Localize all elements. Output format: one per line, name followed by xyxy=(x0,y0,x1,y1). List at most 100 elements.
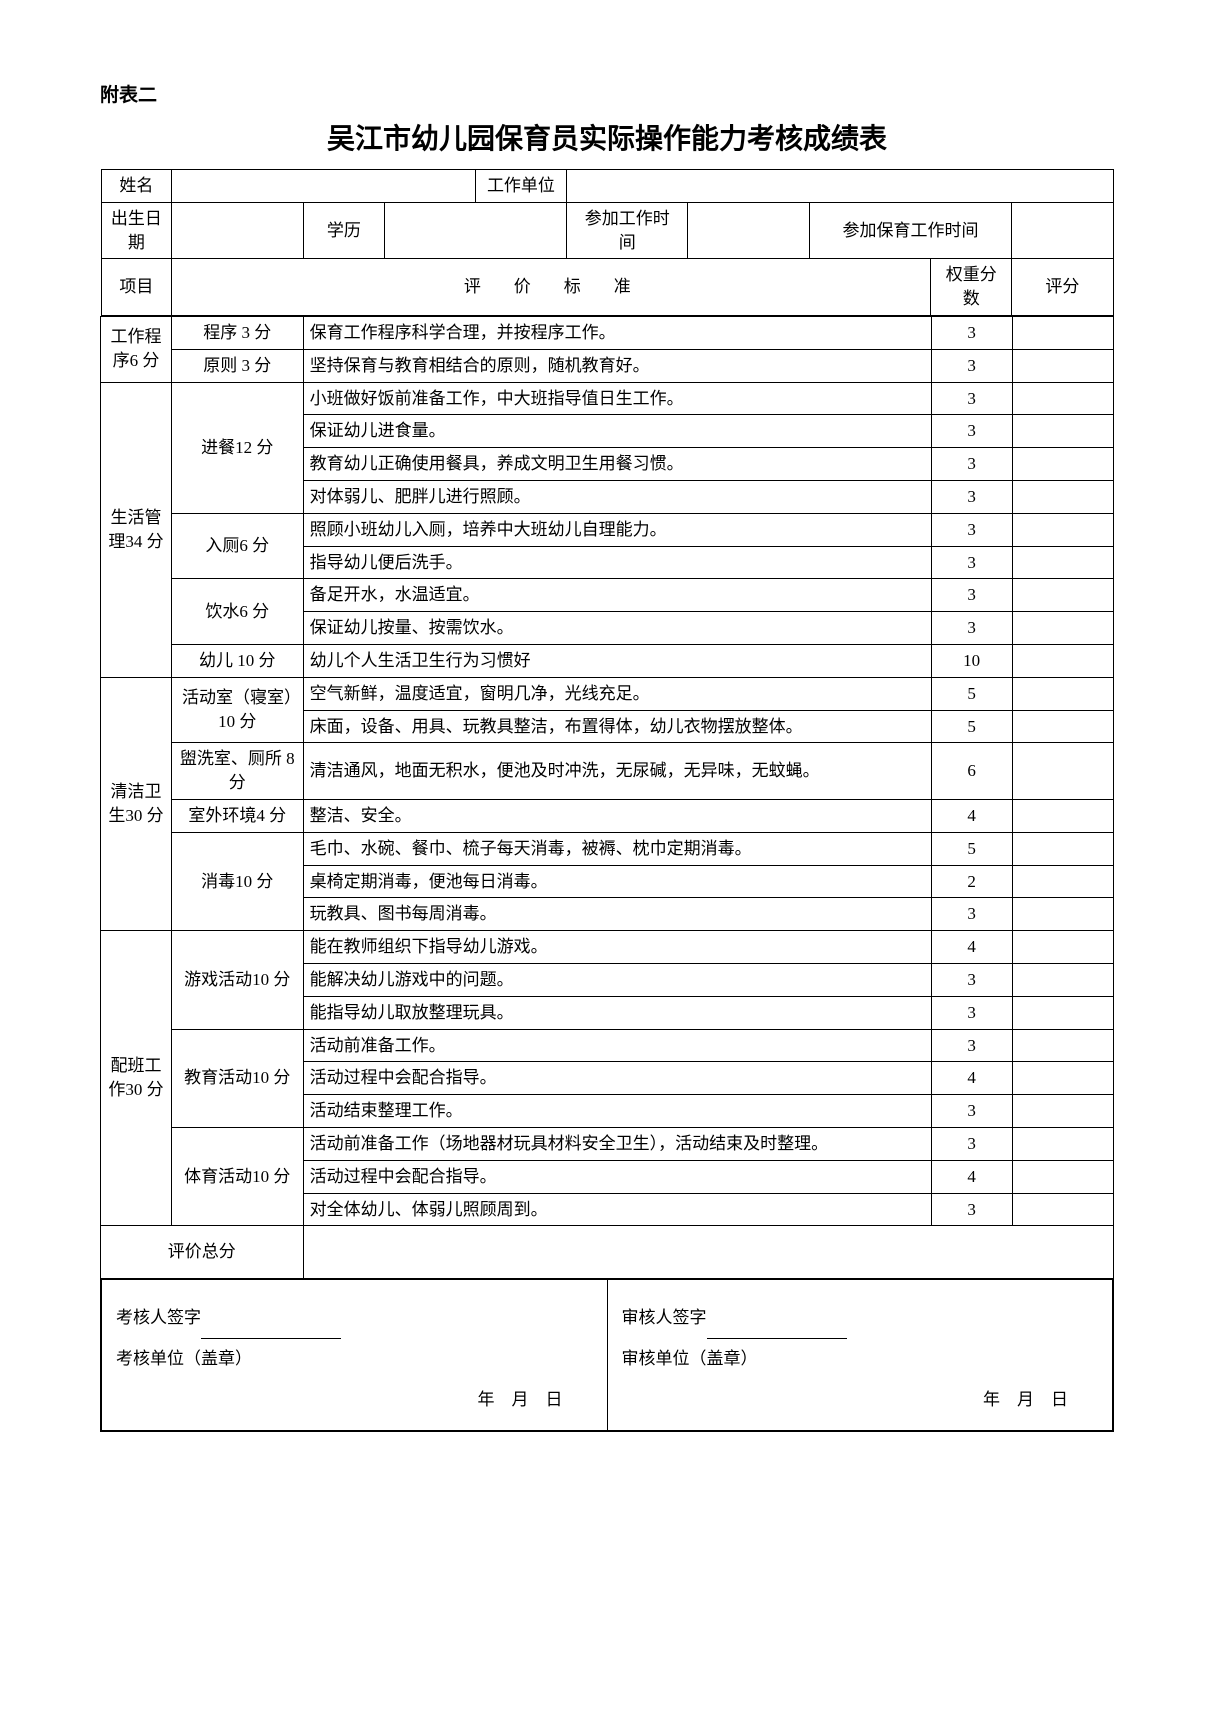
criteria-cell: 保证幼儿按量、按需饮水。 xyxy=(303,612,931,645)
criteria-cell: 能指导幼儿取放整理玩具。 xyxy=(303,996,931,1029)
score-cell xyxy=(1012,963,1113,996)
criteria-cell: 能解决幼儿游戏中的问题。 xyxy=(303,963,931,996)
weight-cell: 3 xyxy=(931,1193,1012,1226)
weight-cell: 3 xyxy=(931,612,1012,645)
score-cell xyxy=(1012,349,1113,382)
weight-cell: 3 xyxy=(931,480,1012,513)
weight-cell: 6 xyxy=(931,743,1012,800)
assessment-table: 姓名工作单位出生日期学历参加工作时 间参加保育工作时间项目评 价 标 准权重分数… xyxy=(100,169,1114,1432)
criteria-cell: 对全体幼儿、体弱儿照顾周到。 xyxy=(303,1193,931,1226)
weight-cell: 5 xyxy=(931,832,1012,865)
birth-value xyxy=(172,202,304,259)
weight-cell: 3 xyxy=(931,349,1012,382)
criteria-cell: 活动前准备工作（场地器材玩具材料安全卫生），活动结束及时整理。 xyxy=(303,1127,931,1160)
edu-value xyxy=(384,202,566,259)
weight-cell: 3 xyxy=(931,546,1012,579)
weight-cell: 3 xyxy=(931,1127,1012,1160)
score-cell xyxy=(1012,644,1113,677)
score-cell xyxy=(1012,382,1113,415)
subcategory-cell: 进餐12 分 xyxy=(171,382,303,513)
name-label: 姓名 xyxy=(101,170,172,203)
category-cell: 清洁卫生30 分 xyxy=(101,677,172,930)
weight-label: 权重分数 xyxy=(931,259,1012,316)
criteria-cell: 空气新鲜，温度适宜，窗明几净，光线充足。 xyxy=(303,677,931,710)
score-cell xyxy=(1012,865,1113,898)
weight-cell: 10 xyxy=(931,644,1012,677)
score-cell xyxy=(1012,710,1113,743)
criteria-cell: 整洁、安全。 xyxy=(303,799,931,832)
header-block: 姓名工作单位出生日期学历参加工作时 间参加保育工作时间项目评 价 标 准权重分数… xyxy=(101,169,1114,316)
weight-cell: 3 xyxy=(931,415,1012,448)
signature-reviewer: 审核人签字审核单位（盖章）年 月 日 xyxy=(607,1280,1113,1431)
work-unit-label: 工作单位 xyxy=(475,170,566,203)
score-cell xyxy=(1012,612,1113,645)
weight-cell: 5 xyxy=(931,677,1012,710)
signature-block: 考核人签字考核单位（盖章）年 月 日审核人签字审核单位（盖章）年 月 日 xyxy=(101,1279,1114,1432)
work-time-value xyxy=(688,202,809,259)
score-cell xyxy=(1012,546,1113,579)
score-cell xyxy=(1012,1095,1113,1128)
appendix-label: 附表二 xyxy=(100,80,1114,107)
subcategory-cell: 盥洗室、厕所 8 分 xyxy=(171,743,303,800)
weight-cell: 4 xyxy=(931,799,1012,832)
score-cell xyxy=(1012,743,1113,800)
score-cell xyxy=(1012,1029,1113,1062)
score-label: 评分 xyxy=(1012,259,1113,316)
care-time-label: 参加保育工作时间 xyxy=(809,202,1011,259)
signature-assessor: 考核人签字考核单位（盖章）年 月 日 xyxy=(102,1280,608,1431)
weight-cell: 5 xyxy=(931,710,1012,743)
edu-label: 学历 xyxy=(303,202,384,259)
subcategory-cell: 体育活动10 分 xyxy=(171,1127,303,1225)
criteria-cell: 幼儿个人生活卫生行为习惯好 xyxy=(303,644,931,677)
score-cell xyxy=(1012,1062,1113,1095)
subcategory-cell: 饮水6 分 xyxy=(171,579,303,645)
score-cell xyxy=(1012,799,1113,832)
subcategory-cell: 游戏活动10 分 xyxy=(171,931,303,1029)
score-cell xyxy=(1012,1127,1113,1160)
category-cell: 工作程序6 分 xyxy=(101,316,172,382)
score-cell xyxy=(1012,448,1113,481)
care-time-value xyxy=(1012,202,1113,259)
subcategory-cell: 原则 3 分 xyxy=(171,349,303,382)
weight-cell: 3 xyxy=(931,448,1012,481)
item-label: 项目 xyxy=(101,259,172,316)
subcategory-cell: 室外环境4 分 xyxy=(171,799,303,832)
total-label: 评价总分 xyxy=(101,1226,304,1279)
weight-cell: 3 xyxy=(931,382,1012,415)
category-cell: 生活管理34 分 xyxy=(101,382,172,677)
subcategory-cell: 入厕6 分 xyxy=(171,513,303,579)
criteria-cell: 活动前准备工作。 xyxy=(303,1029,931,1062)
score-cell xyxy=(1012,898,1113,931)
subcategory-cell: 活动室（寝室）10 分 xyxy=(171,677,303,743)
weight-cell: 3 xyxy=(931,1095,1012,1128)
weight-cell: 3 xyxy=(931,316,1012,349)
work-unit-value xyxy=(566,170,1113,203)
weight-cell: 4 xyxy=(931,1160,1012,1193)
weight-cell: 3 xyxy=(931,513,1012,546)
criteria-cell: 照顾小班幼儿入厕，培养中大班幼儿自理能力。 xyxy=(303,513,931,546)
criteria-cell: 教育幼儿正确使用餐具，养成文明卫生用餐习惯。 xyxy=(303,448,931,481)
weight-cell: 3 xyxy=(931,579,1012,612)
criteria-cell: 毛巾、水碗、餐巾、梳子每天消毒，被褥、枕巾定期消毒。 xyxy=(303,832,931,865)
weight-cell: 4 xyxy=(931,931,1012,964)
criteria-cell: 活动过程中会配合指导。 xyxy=(303,1160,931,1193)
score-cell xyxy=(1012,513,1113,546)
criteria-cell: 指导幼儿便后洗手。 xyxy=(303,546,931,579)
weight-cell: 3 xyxy=(931,996,1012,1029)
score-cell xyxy=(1012,996,1113,1029)
criteria-cell: 清洁通风，地面无积水，便池及时冲洗，无尿碱，无异味，无蚊蝇。 xyxy=(303,743,931,800)
subcategory-cell: 教育活动10 分 xyxy=(171,1029,303,1127)
score-cell xyxy=(1012,677,1113,710)
work-time-label: 参加工作时 间 xyxy=(566,202,687,259)
weight-cell: 2 xyxy=(931,865,1012,898)
score-cell xyxy=(1012,480,1113,513)
criteria-cell: 活动结束整理工作。 xyxy=(303,1095,931,1128)
criteria-cell: 玩教具、图书每周消毒。 xyxy=(303,898,931,931)
criteria-cell: 保证幼儿进食量。 xyxy=(303,415,931,448)
score-cell xyxy=(1012,579,1113,612)
criteria-cell: 坚持保育与教育相结合的原则，随机教育好。 xyxy=(303,349,931,382)
weight-cell: 3 xyxy=(931,898,1012,931)
weight-cell: 3 xyxy=(931,963,1012,996)
criteria-cell: 床面，设备、用具、玩教具整洁，布置得体，幼儿衣物摆放整体。 xyxy=(303,710,931,743)
subcategory-cell: 消毒10 分 xyxy=(171,832,303,930)
